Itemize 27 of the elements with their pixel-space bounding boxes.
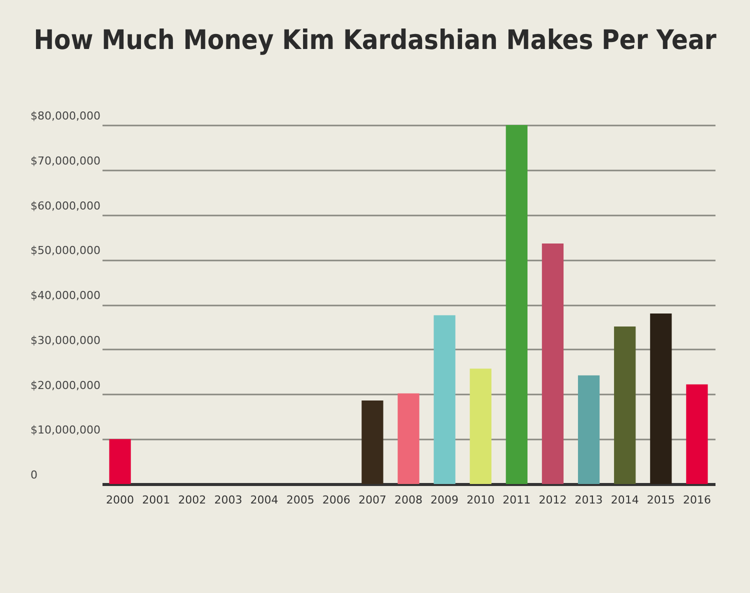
y-tick-label: $60,000,000 [30, 199, 100, 212]
x-tick-label: 2013 [574, 494, 603, 506]
x-tick-label: 2002 [178, 494, 206, 506]
x-tick-label: 2015 [646, 494, 675, 506]
y-tick-label: $10,000,000 [30, 424, 100, 437]
x-tick-label: 2006 [322, 494, 350, 506]
x-tick-label: 2014 [610, 494, 639, 506]
y-tick-label: $50,000,000 [30, 244, 100, 258]
chart-title: How Much Money Kim Kardashian Makes Per Year [34, 25, 716, 56]
y-tick-label: $30,000,000 [30, 334, 100, 347]
x-tick-label: 2003 [214, 494, 242, 506]
x-tick-label: 2005 [286, 494, 314, 506]
x-tick-label: 2001 [142, 494, 170, 506]
x-tick-label: 2008 [394, 494, 422, 506]
x-tick-label: 2016 [682, 494, 711, 506]
y-tick-label: $40,000,000 [30, 289, 100, 302]
y-tick-label: $20,000,000 [30, 378, 100, 392]
x-tick-label: 2007 [358, 494, 386, 506]
x-tick-label: 2011 [502, 494, 531, 506]
y-tick-label: 0 [30, 468, 38, 482]
x-tick-label: 2009 [430, 494, 459, 506]
y-tick-label: $70,000,000 [30, 154, 100, 168]
y-tick-label: $80,000,000 [30, 110, 100, 122]
x-tick-label: 2004 [250, 494, 278, 506]
x-tick-label: 2010 [466, 494, 495, 506]
x-tick-label: 2012 [538, 494, 567, 506]
x-tick-label: 2000 [106, 494, 134, 506]
